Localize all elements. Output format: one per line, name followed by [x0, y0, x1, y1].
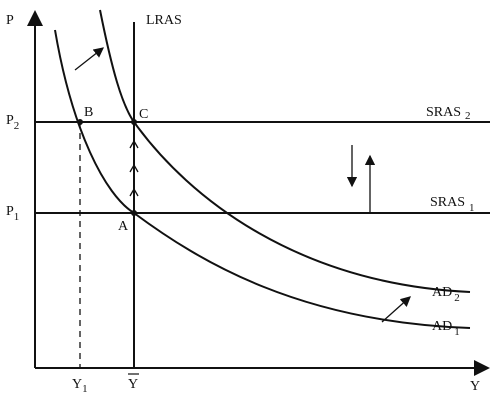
ad2-label: AD 2	[432, 285, 460, 304]
text: AD	[432, 285, 452, 300]
subscript: 1	[82, 383, 88, 395]
y-axis-label: P	[6, 13, 14, 28]
lras-label: LRAS	[146, 13, 182, 28]
subscript: 1	[14, 211, 20, 223]
text: AD	[432, 319, 452, 334]
point-label: C	[139, 107, 148, 122]
subscript: 2	[454, 292, 460, 304]
subscript: 1	[469, 202, 475, 214]
point-label: A	[118, 219, 129, 234]
point-c	[131, 119, 137, 125]
shift-arrow	[381, 296, 411, 323]
x-axis-label: Y	[470, 379, 480, 394]
point-b	[77, 119, 83, 125]
ad2-curve	[99, 9, 471, 293]
subscript: 1	[454, 326, 460, 338]
text: SRAS	[430, 195, 465, 210]
ad1-curve	[54, 29, 471, 329]
sras2-label: SRAS 2	[426, 105, 471, 122]
p1-label: P1	[6, 204, 19, 223]
subscript: 2	[14, 120, 20, 132]
text: SRAS	[426, 105, 461, 120]
sras1-label: SRAS 1	[430, 195, 475, 214]
subscript: 2	[465, 110, 471, 122]
lras-arrows	[129, 139, 139, 197]
p2-label: P2	[6, 113, 19, 132]
text: P	[6, 204, 14, 219]
shift-arrow	[74, 47, 105, 71]
text: P	[6, 113, 14, 128]
text: Y	[72, 377, 82, 392]
point-label: B	[84, 105, 93, 120]
ybar-label: Y	[128, 377, 138, 392]
y1-label: Y1	[72, 377, 88, 395]
ad1-label: AD 1	[432, 319, 460, 338]
point-a	[131, 210, 137, 216]
